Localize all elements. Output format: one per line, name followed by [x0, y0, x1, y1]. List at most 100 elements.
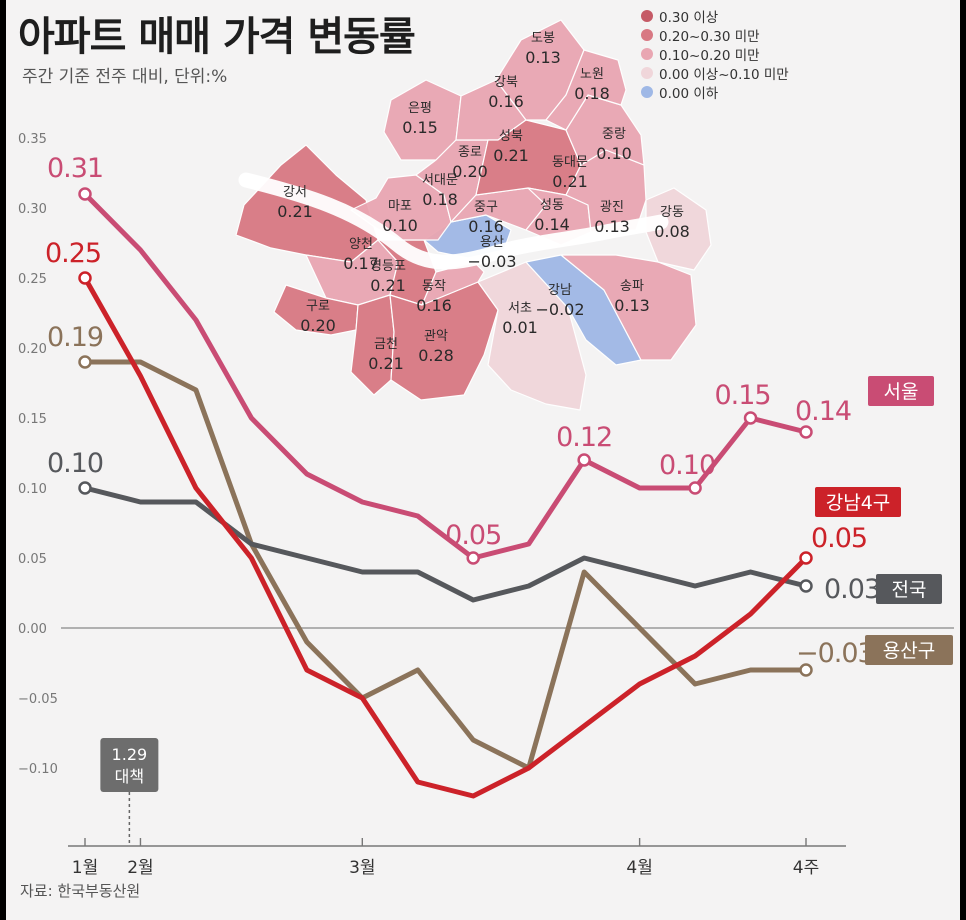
data-label-3-00: 0.19 [47, 322, 103, 353]
legend-swatch [641, 47, 653, 60]
district-name-04: 성북 [499, 129, 523, 144]
y-tick-label-03: 0.20 [18, 342, 47, 357]
district-name-08: 서대문 [422, 173, 458, 188]
series-tag-box-2 [876, 574, 942, 604]
district-value-11: 0.16 [468, 217, 504, 236]
district-name-00: 도봉 [531, 31, 555, 46]
y-tick-label-08: −0.05 [18, 692, 58, 707]
district-value-24: 0.28 [418, 346, 454, 365]
legend-label: 0.30 이상 [659, 9, 719, 26]
legend-swatch [641, 66, 653, 79]
district-name-10: 마포 [388, 199, 412, 214]
district-name-07: 동대문 [552, 155, 588, 170]
district-value-21: −0.02 [535, 300, 584, 319]
legend-label: 0.10~0.20 미만 [659, 47, 760, 64]
district-name-02: 노원 [580, 67, 604, 82]
district-value-01: 0.16 [488, 92, 524, 111]
x-tick-label-01: 2월 [127, 858, 153, 878]
y-tick-label-00: 0.35 [18, 132, 47, 147]
district-name-23: 금천 [374, 337, 398, 352]
data-labels: 0.31 0.05 0.12 0.10 0.15 0.14 0.25 0.05 0.10 0.03… [45, 153, 881, 669]
x-tick-label-02: 3월 [349, 858, 375, 878]
series-point-2-00 [78, 481, 92, 495]
data-label-0-11: 0.10 [659, 450, 715, 481]
district-value-18: 0.20 [300, 316, 336, 335]
y-tick-label-02: 0.25 [18, 272, 47, 287]
series-lines [78, 187, 813, 799]
district-value-12: 0.14 [534, 215, 570, 234]
series-point-0-07 [466, 551, 480, 565]
map-region-09 [560, 254, 697, 361]
series-tag-box-0 [868, 376, 934, 406]
series-point-0-09 [577, 453, 591, 467]
map-region-22 [545, 49, 627, 131]
map-region-02 [273, 284, 359, 336]
annotation-line-1: 1.29 [112, 745, 148, 764]
district-value-14: 0.08 [654, 222, 690, 241]
series-point-0-12 [743, 411, 758, 425]
district-name-18: 구로 [306, 299, 330, 314]
data-label-0-09: 0.12 [556, 422, 612, 453]
series-point-3-13 [799, 663, 813, 677]
series-tag-box-1 [815, 487, 901, 517]
page-subtitle: 주간 기준 전주 대비, 단위:% [22, 67, 228, 87]
district-value-04: 0.21 [493, 146, 529, 165]
legend-item: 0.20~0.30 미만 [641, 25, 841, 45]
series-line-0 [82, 191, 809, 561]
infographic-panel: 0.35 0.30 0.25 0.20 0.15 0.10 0.05 0.00 −0.05 −0.… [6, 0, 960, 920]
district-value-16: −0.03 [467, 252, 516, 271]
han-river [238, 172, 669, 270]
legend-label: 0.00 이상~0.10 미만 [659, 66, 789, 83]
legend-item: 0.10~0.20 미만 [641, 44, 841, 64]
district-name-11: 중구 [474, 200, 498, 215]
data-label-0-12: 0.15 [714, 380, 770, 411]
map-legend: 0.30 이상 0.20~0.30 미만 0.10~0.20 미만 0.00 이… [641, 6, 841, 102]
y-tick-label-04: 0.15 [18, 412, 47, 427]
annotation-box [100, 738, 159, 792]
district-name-21: 강남 [548, 283, 572, 298]
x-tick-label-04: 4주 [793, 858, 819, 878]
y-tick-label-06: 0.05 [18, 552, 47, 567]
y-tick-label-09: −0.10 [18, 762, 58, 777]
series-tag-label-3: 용산구 [883, 640, 935, 662]
data-label-0-07: 0.05 [445, 520, 501, 551]
district-value-08: 0.18 [422, 190, 458, 209]
legend-label: 0.00 이하 [659, 85, 719, 102]
annotation-line-2: 대책 [115, 767, 144, 786]
district-name-06: 종로 [458, 145, 482, 160]
chart-canvas: 0.35 0.30 0.25 0.20 0.15 0.10 0.05 0.00 −0.05 −0.… [18, 19, 954, 878]
district-name-14: 강동 [660, 205, 684, 220]
source-note: 자료: 한국부동산원 [20, 882, 141, 900]
district-value-03: 0.15 [402, 118, 438, 137]
x-axis: 1월 2월 3월 4월 4주 [68, 838, 846, 878]
series-point-0-11 [688, 481, 702, 495]
legend-swatch [641, 9, 653, 22]
district-name-15: 양천 [349, 237, 373, 252]
series-point-3-00 [78, 355, 92, 369]
map-region-10 [645, 187, 712, 271]
series-tag-box-3 [865, 635, 953, 665]
district-value-19: 0.16 [416, 296, 452, 315]
district-value-10: 0.10 [382, 216, 418, 235]
series-point-0-00 [78, 187, 92, 201]
series-tag-label-1: 강남4구 [826, 492, 891, 514]
data-label-2-13: 0.03 [824, 574, 880, 605]
y-tick-label-05: 0.10 [18, 482, 47, 497]
page-title: 아파트 매매 가격 변동률 [18, 14, 416, 60]
district-value-17: 0.21 [370, 276, 406, 295]
district-value-15: 0.17 [343, 254, 379, 273]
district-value-07: 0.21 [552, 172, 588, 191]
legend-item: 0.00 이상~0.10 미만 [641, 63, 841, 83]
district-name-09: 강서 [283, 185, 307, 200]
district-name-12: 성동 [540, 198, 564, 213]
series-tag-label-0: 서울 [884, 381, 919, 403]
district-value-05: 0.10 [596, 144, 632, 163]
series-line-3 [82, 359, 809, 771]
district-name-01: 강북 [494, 75, 518, 90]
y-tick-label-01: 0.30 [18, 202, 47, 217]
district-name-20: 서초 [508, 301, 532, 316]
district-value-13: 0.13 [594, 217, 630, 236]
seoul-district-map: 도봉 0.13 강북 0.16 노원 0.18 은평 0.15 성북 0.21 중랑 0.10 종로 0.… [235, 19, 712, 411]
policy-annotation: 1.29 대책 [100, 738, 159, 846]
